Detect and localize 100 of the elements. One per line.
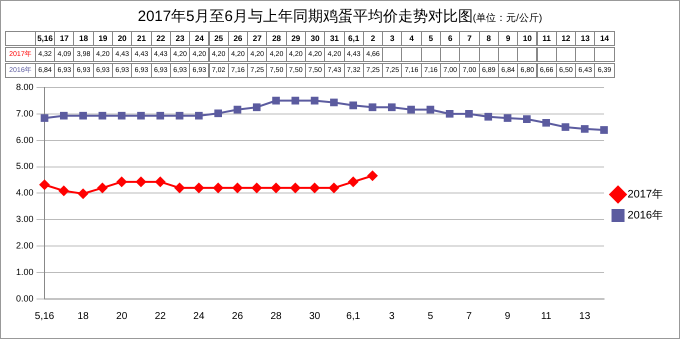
point (214, 109, 222, 118)
x-tick-label: 23 (170, 31, 190, 46)
point (118, 112, 126, 120)
x-tick-label: 11 (536, 31, 557, 46)
category-label: 13 (579, 310, 590, 322)
point (407, 106, 415, 114)
x-tick-label: 9 (498, 31, 518, 46)
x-tick-label: 14 (594, 31, 615, 46)
x-tick-label: 17 (54, 31, 74, 46)
y-tick-label: 8.00 (16, 82, 34, 92)
x-tick-label: 25 (208, 31, 229, 46)
y-tick-label: 3.00 (16, 214, 34, 224)
point (348, 176, 358, 187)
x-tick-label: 20 (112, 31, 132, 46)
point (79, 112, 87, 120)
point (137, 112, 145, 120)
x-tick-label: 3 (382, 31, 402, 46)
y-tick-label: 6.00 (16, 134, 34, 145)
point (330, 98, 338, 106)
x-tick-label: 5,16 (34, 31, 56, 46)
point (156, 112, 164, 120)
x-tick-label: 31 (324, 31, 345, 46)
category-label: 3 (389, 310, 395, 322)
point (232, 182, 242, 193)
point (194, 182, 204, 193)
point (40, 114, 48, 122)
x-tick-label: 7 (459, 31, 480, 46)
point (310, 182, 320, 193)
x-tick-label: 4 (401, 31, 422, 46)
point (446, 110, 454, 118)
x-tick-label: 6 (440, 31, 460, 46)
point (328, 182, 339, 193)
x-tick-label: 13 (575, 31, 596, 46)
category-label: 11 (540, 310, 552, 322)
y-tick-label: 5.00 (16, 161, 34, 172)
point (349, 102, 358, 110)
point (136, 176, 146, 187)
category-label: 24 (193, 310, 204, 322)
point (290, 182, 300, 193)
point (292, 96, 300, 104)
x-tick-label: 21 (131, 31, 152, 46)
point (60, 112, 68, 120)
x-tick-label: 19 (92, 31, 114, 46)
point (195, 112, 203, 120)
x-tick-label: 27 (247, 31, 268, 46)
legend-label: 2017年 (628, 188, 664, 201)
x-tick-label: 2 (362, 31, 384, 46)
point (310, 96, 318, 104)
x-tick-label: 5 (420, 31, 442, 46)
point (465, 110, 473, 118)
point (368, 170, 378, 181)
point (368, 103, 376, 112)
y-tick-label: 1.00 (16, 267, 34, 278)
point (155, 176, 166, 187)
y-tick-label: 0.00 (16, 293, 34, 304)
point (484, 112, 492, 121)
point (426, 106, 434, 114)
x-tick-label: 8 (478, 31, 499, 46)
x-tick-label: 12 (556, 31, 576, 46)
point (40, 180, 50, 190)
x-tick-label: 30 (304, 31, 326, 46)
point (523, 115, 531, 123)
point (78, 188, 88, 199)
category-label: 5 (428, 310, 434, 322)
point (272, 96, 280, 104)
y-tick-label: 7.00 (16, 108, 34, 118)
category-label: 9 (504, 310, 510, 322)
category-label: 18 (78, 310, 89, 322)
point (58, 186, 69, 196)
x-tick-label: 24 (189, 31, 210, 46)
category-label: 30 (309, 310, 320, 322)
y-tick-label: 2.00 (16, 240, 34, 251)
category-label: 6,1 (346, 310, 360, 322)
category-label: 5,16 (34, 310, 54, 322)
x-tick-label: 22 (150, 31, 171, 46)
point (542, 119, 550, 127)
point (580, 125, 589, 133)
point (252, 103, 261, 112)
category-label: 7 (466, 310, 472, 322)
y-tick-label: 4.00 (16, 188, 34, 198)
x-tick-label: 29 (286, 31, 306, 46)
point (98, 112, 106, 120)
x-tick-label: 26 (228, 31, 248, 46)
category-label: 20 (116, 310, 128, 322)
x-tick-label: 18 (73, 31, 94, 46)
point (234, 106, 242, 114)
category-label: 26 (232, 310, 244, 322)
point (176, 112, 184, 120)
point (388, 103, 396, 112)
x-tick-label: 10 (517, 31, 538, 46)
point (116, 176, 127, 187)
point (504, 114, 512, 122)
point (252, 182, 262, 193)
category-label: 22 (154, 310, 166, 322)
chart-subtitle: (单位：元/公斤) (472, 13, 542, 24)
point (562, 123, 570, 131)
point (97, 182, 108, 193)
point (600, 126, 608, 134)
legend-label: 2016年 (628, 210, 664, 222)
point (174, 182, 185, 193)
